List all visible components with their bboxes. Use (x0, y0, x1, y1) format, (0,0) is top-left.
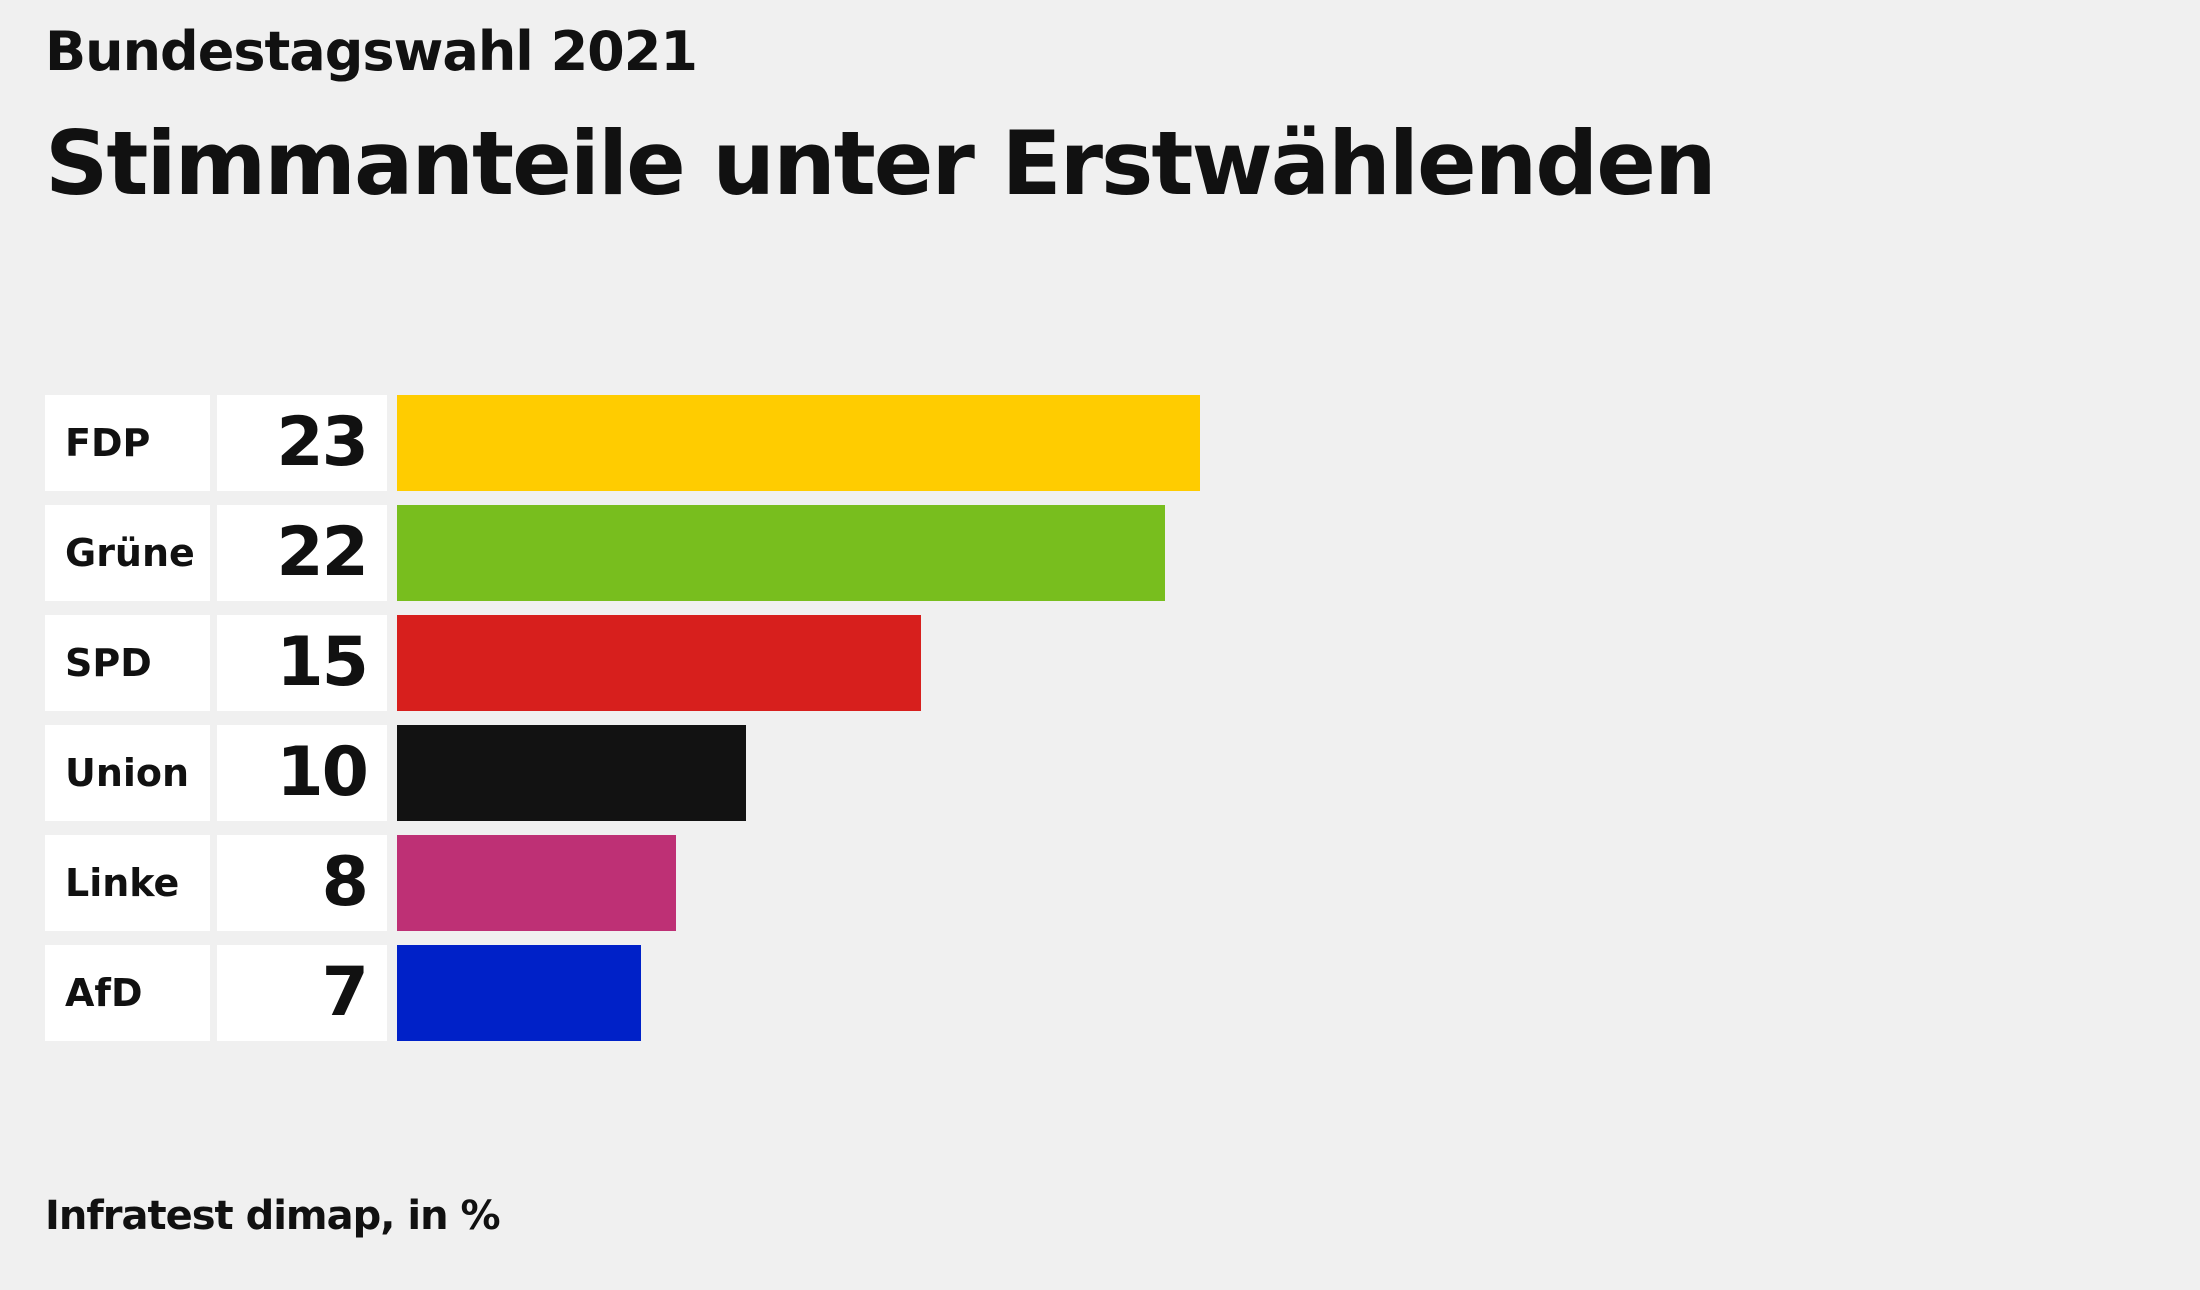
value-label: 7 (217, 945, 387, 1041)
category-label: FDP (45, 395, 210, 491)
chart-source: Infratest dimap, in % (45, 1193, 501, 1239)
value-label: 15 (217, 615, 387, 711)
category-label: SPD (45, 615, 210, 711)
chart-title: Stimmanteile unter Erstwählenden (45, 112, 1717, 215)
bar (397, 615, 921, 711)
category-label: Union (45, 725, 210, 821)
value-label: 8 (217, 835, 387, 931)
bar (397, 835, 677, 931)
category-label: Grüne (45, 505, 210, 601)
value-label: 22 (217, 505, 387, 601)
value-label: 10 (217, 725, 387, 821)
value-label: 23 (217, 395, 387, 491)
bar (397, 505, 1166, 601)
category-label: AfD (45, 945, 210, 1041)
bar (397, 945, 642, 1041)
bar (397, 725, 747, 821)
category-label: Linke (45, 835, 210, 931)
bar (397, 395, 1200, 491)
chart-supertitle: Bundestagswahl 2021 (45, 20, 698, 83)
